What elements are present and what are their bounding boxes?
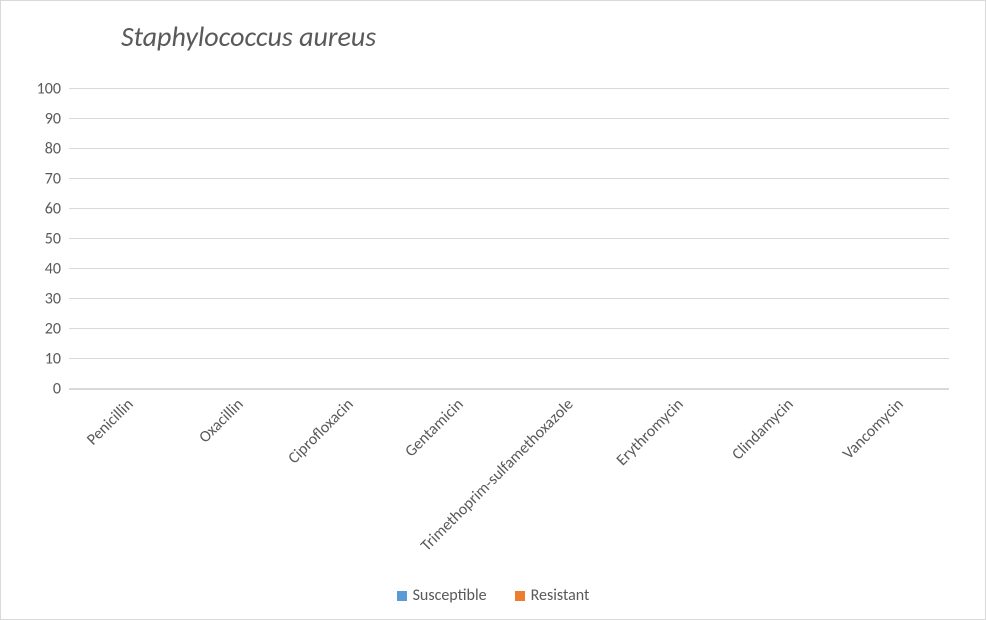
- x-label-slot: Trimethoprim-sulfamethoxazole: [509, 395, 619, 575]
- x-label-slot: Penicillin: [69, 395, 179, 575]
- bar-slot: [839, 89, 949, 389]
- bar-slot: [509, 89, 619, 389]
- legend-swatch: [397, 591, 407, 601]
- x-tick-label: Gentamicin: [401, 395, 467, 461]
- bar-slot: [399, 89, 509, 389]
- y-tick-label: 100: [21, 80, 69, 99]
- legend-item: Resistant: [515, 586, 590, 605]
- x-label-slot: Ciprofloxacin: [289, 395, 399, 575]
- bar-slot: [729, 89, 839, 389]
- bar-slot: [289, 89, 399, 389]
- x-label-slot: Oxacillin: [179, 395, 289, 575]
- y-tick-label: 90: [21, 110, 69, 129]
- x-label-slot: Clindamycin: [729, 395, 839, 575]
- y-tick-label: 30: [21, 290, 69, 309]
- legend-swatch: [515, 591, 525, 601]
- x-tick-label: Ciprofloxacin: [285, 395, 358, 468]
- x-tick-label: Penicillin: [83, 395, 137, 449]
- x-tick-label: Vancomycin: [839, 395, 907, 463]
- bar-slot: [179, 89, 289, 389]
- x-axis-labels: PenicillinOxacillinCiprofloxacinGentamic…: [69, 395, 949, 575]
- x-label-slot: Vancomycin: [839, 395, 949, 575]
- y-tick-label: 10: [21, 350, 69, 369]
- plot-area: 0102030405060708090100: [69, 89, 949, 390]
- y-tick-label: 70: [21, 170, 69, 189]
- chart-title: Staphylococcus aureus: [121, 19, 376, 54]
- x-tick-label: Erythromycin: [613, 395, 688, 470]
- legend-item: Susceptible: [397, 586, 487, 605]
- bar-slot: [619, 89, 729, 389]
- x-label-slot: Erythromycin: [619, 395, 729, 575]
- chart-container: Staphylococcus aureus 010203040506070809…: [0, 0, 986, 620]
- y-tick-label: 80: [21, 140, 69, 159]
- bars-layer: [69, 89, 949, 389]
- legend-label: Resistant: [531, 586, 590, 605]
- x-tick-label: Clindamycin: [728, 395, 797, 464]
- legend-label: Susceptible: [413, 586, 487, 605]
- x-tick-label: Oxacillin: [195, 395, 247, 447]
- y-tick-label: 0: [21, 380, 69, 399]
- y-tick-label: 50: [21, 230, 69, 249]
- y-tick-label: 60: [21, 200, 69, 219]
- legend: Susceptible Resistant: [1, 586, 985, 605]
- y-tick-label: 20: [21, 320, 69, 339]
- bar-slot: [69, 89, 179, 389]
- y-tick-label: 40: [21, 260, 69, 279]
